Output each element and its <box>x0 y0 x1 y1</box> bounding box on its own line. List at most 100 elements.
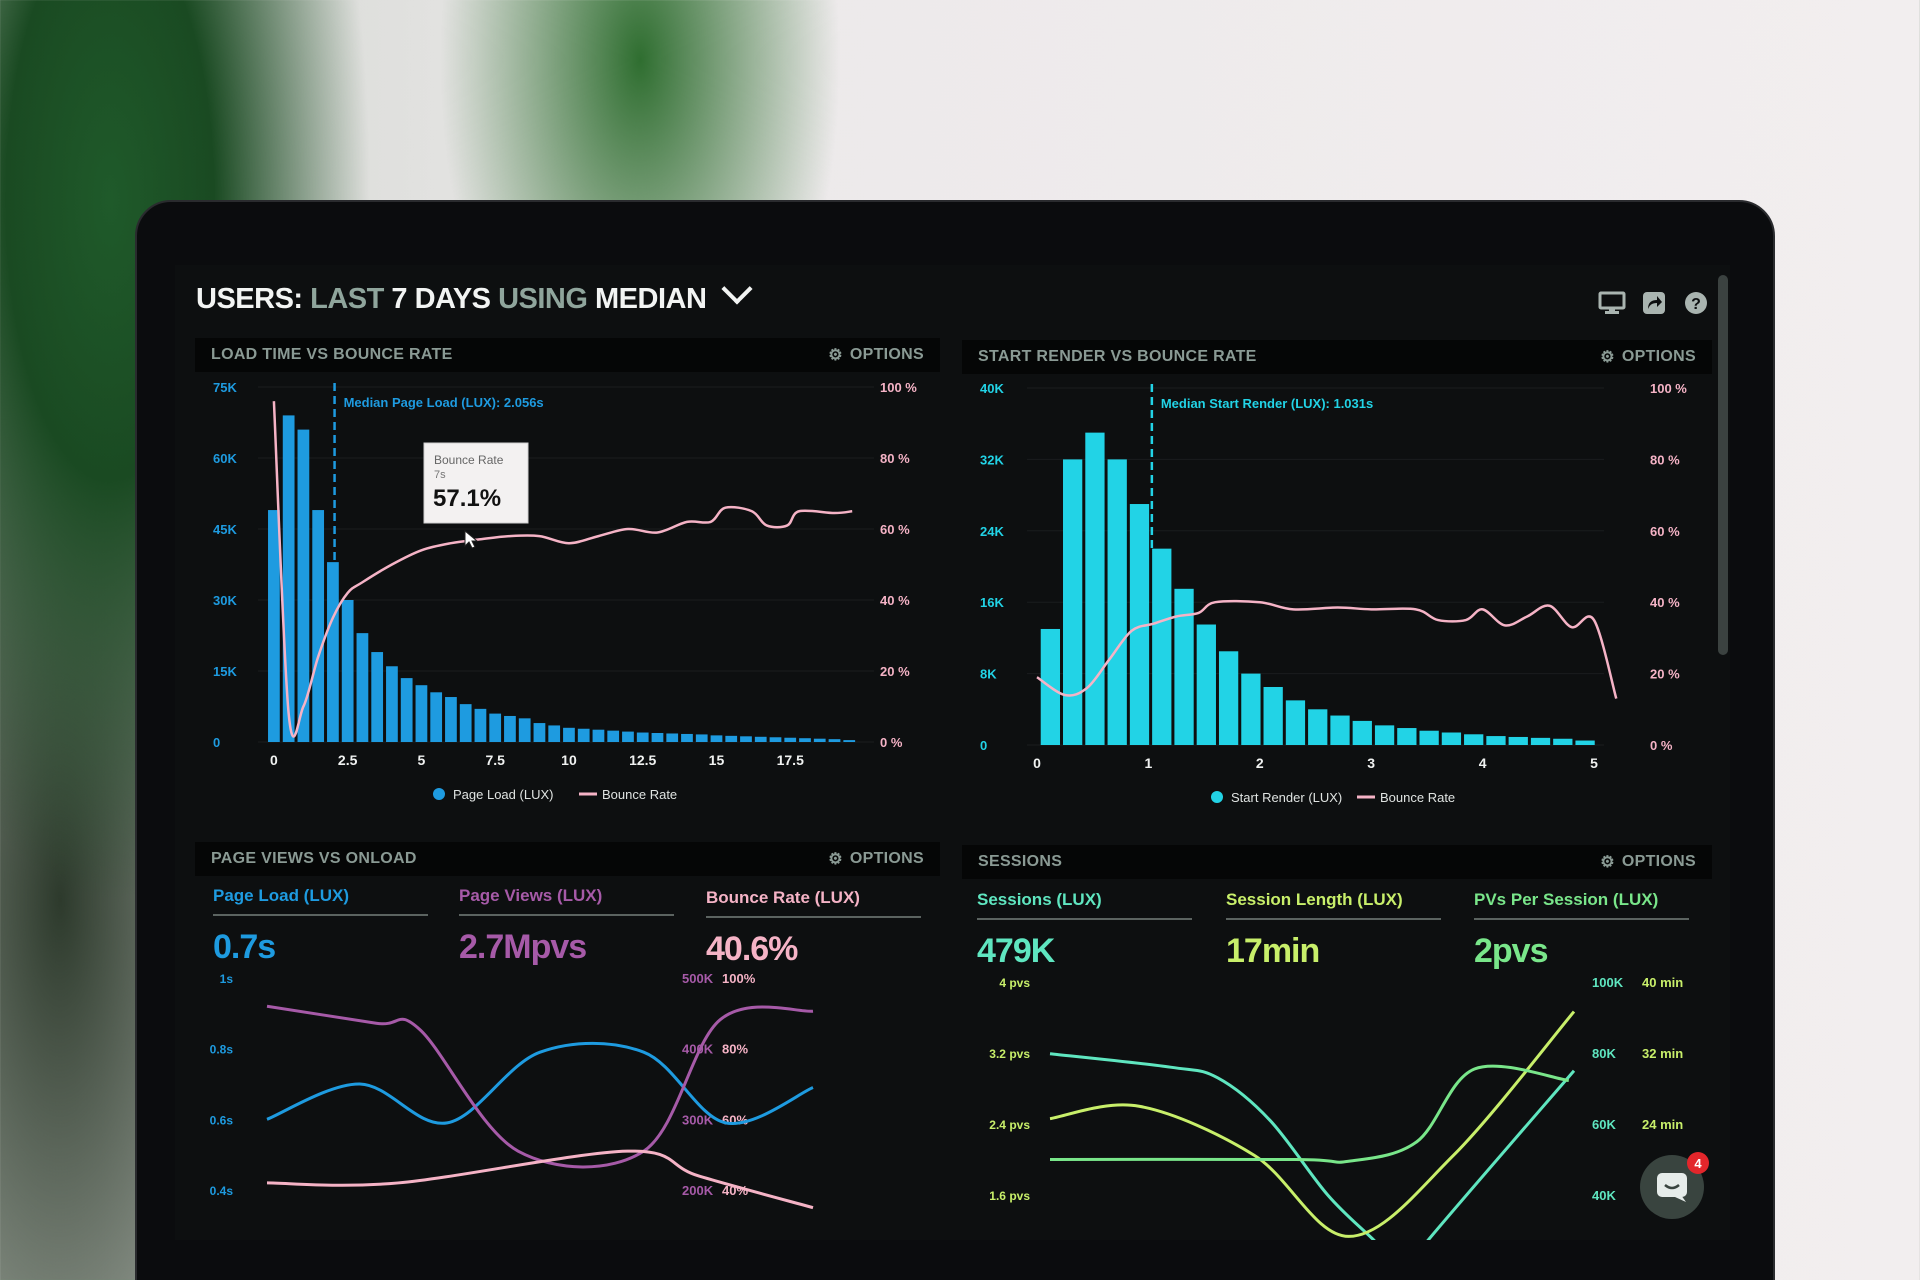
bar <box>799 738 811 742</box>
y-left-tick-label: 40K <box>980 381 1004 396</box>
x-tick-label: 17.5 <box>777 752 804 768</box>
y-right-tick-label: 0 % <box>1650 738 1673 753</box>
page-title[interactable]: USERS: LAST 7 DAYS USING MEDIAN <box>196 273 753 316</box>
bar <box>1263 686 1283 745</box>
bar <box>1152 548 1172 745</box>
y-left-tick-label: 0.4s <box>210 1184 234 1198</box>
bar <box>1530 737 1551 745</box>
share-icon[interactable] <box>1640 290 1668 316</box>
bar <box>1107 459 1127 745</box>
y-right-tick-label: 80 % <box>880 451 910 466</box>
series-line <box>1049 1010 1576 1238</box>
x-tick-label: 12.5 <box>629 752 656 768</box>
bar <box>1464 734 1484 745</box>
x-tick-label: 2.5 <box>338 752 358 768</box>
series-line <box>1049 1064 1569 1164</box>
y-right-tick-label: 20 % <box>1650 667 1680 682</box>
panel-title: START RENDER VS BOUNCE RATE <box>978 348 1257 365</box>
bar <box>681 733 693 742</box>
monitor-icon[interactable] <box>1598 290 1626 316</box>
bar <box>548 725 561 742</box>
bar <box>1419 730 1439 745</box>
bar <box>695 734 708 742</box>
stat-sessions: Sessions (LUX) 479K <box>977 890 1192 971</box>
gear-icon: ⚙ <box>1600 854 1615 871</box>
bar <box>1508 736 1528 745</box>
stat-value: 479K <box>977 932 1055 970</box>
scrollbar[interactable] <box>1718 275 1728 655</box>
bar <box>577 728 590 742</box>
bar <box>1218 651 1239 745</box>
y-left-tick-label: 4 pvs <box>999 976 1030 990</box>
x-tick-label: 2 <box>1256 755 1264 771</box>
y-left-tick-label: 1.6 pvs <box>989 1189 1030 1203</box>
series-line <box>266 1149 814 1210</box>
bar <box>622 731 634 742</box>
bar <box>504 715 516 742</box>
svg-text:?: ? <box>1691 296 1701 313</box>
series-line <box>266 1004 814 1169</box>
bar <box>371 652 384 742</box>
start-render-chart: 0 8K 16K 24K 32K 40K 0 % 20 % 40 % 60 % 80 % 100 % 0… <box>980 381 1687 805</box>
sessions-chart: 4 pvs 3.2 pvs 2.4 pvs 1.6 pvs 100K 80K 60K 40K 4… <box>989 975 1683 1240</box>
stat-label: Sessions (LUX) <box>977 890 1192 920</box>
tooltip-value: 57.1% <box>433 485 501 512</box>
bounce-rate-line <box>272 401 853 738</box>
bar <box>754 736 767 742</box>
y-right-tick-label: 20 % <box>880 664 910 679</box>
bar <box>297 429 310 742</box>
x-tick-label: 7.5 <box>485 752 505 768</box>
bar <box>1486 736 1506 745</box>
bar <box>769 737 782 742</box>
stat-page-load: Page Load (LUX) 0.7s <box>213 886 428 967</box>
y-right-tick-label: 500K <box>682 971 714 986</box>
bar <box>341 600 354 742</box>
x-tick-label: 15 <box>709 752 725 768</box>
bar <box>636 732 649 742</box>
panel-title: LOAD TIME VS BOUNCE RATE <box>211 346 453 363</box>
bar <box>1241 673 1261 745</box>
bar <box>518 718 531 742</box>
title-last: LAST <box>310 283 384 315</box>
bar <box>828 739 841 742</box>
y-left-tick-label: 8K <box>980 667 997 682</box>
bar <box>651 733 664 742</box>
y-right-tick-label: 100 % <box>880 380 917 395</box>
options-button[interactable]: ⚙ OPTIONS <box>1600 347 1696 367</box>
bar <box>740 736 752 742</box>
y-right-tick-label: 60 % <box>1650 524 1680 539</box>
median-label: Median Start Render (LUX): 1.031s <box>1161 396 1373 411</box>
bar <box>1063 459 1083 745</box>
y-right-tick-label: 100K <box>1592 975 1624 990</box>
x-tick-label: 1 <box>1145 755 1153 771</box>
series-line <box>1049 1052 1576 1240</box>
x-tick-label: 0 <box>1033 755 1041 771</box>
options-button[interactable]: ⚙ OPTIONS <box>828 849 924 869</box>
legend-label-bars: Start Render (LUX) <box>1231 790 1342 805</box>
bar <box>592 729 605 742</box>
y-left-tick-label: 45K <box>213 522 237 537</box>
panel-header-sessions: SESSIONS ⚙ OPTIONS <box>962 845 1712 879</box>
bar <box>282 415 295 742</box>
series-line <box>266 1041 814 1125</box>
stat-label: Page Views (LUX) <box>459 886 674 916</box>
options-button[interactable]: ⚙ OPTIONS <box>1600 852 1696 872</box>
y-right-tick-label: 40K <box>1592 1188 1616 1203</box>
legend-marker-bars <box>1211 791 1223 803</box>
legend-label-line: Bounce Rate <box>1380 790 1455 805</box>
options-button[interactable]: ⚙ OPTIONS <box>828 345 924 365</box>
help-icon[interactable]: ? <box>1682 290 1710 316</box>
y-left-tick-label: 0 <box>213 735 220 750</box>
panel-title: SESSIONS <box>978 853 1063 870</box>
page-views-chart: 1s 0.8s 0.6s 0.4s 500K 400K 300K 200K 100% 80% 60%… <box>210 971 814 1210</box>
options-label: OPTIONS <box>849 346 924 363</box>
x-tick-label: 5 <box>418 752 426 768</box>
y-right-tick-label: 200K <box>682 1183 714 1198</box>
bar <box>843 740 856 742</box>
bounce-rate-line <box>1036 599 1618 699</box>
bar <box>1174 588 1194 745</box>
y-right-tick-label: 40 min <box>1642 975 1683 990</box>
stat-value: 2pvs <box>1474 932 1549 970</box>
legend-label-line: Bounce Rate <box>602 787 677 802</box>
gear-icon: ⚙ <box>828 347 843 364</box>
